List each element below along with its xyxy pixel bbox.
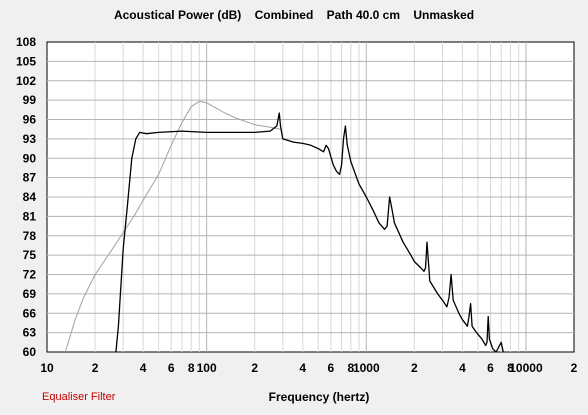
x-tick-label: 2 [571,361,578,375]
x-tick-label: 8 [507,361,514,375]
y-tick-label: 72 [23,268,37,282]
x-axis-label: Frequency (hertz) [268,390,370,404]
y-tick-label: 78 [23,229,37,243]
x-tick-label: 6 [168,361,175,375]
x-tick-label: 6 [487,361,494,375]
x-tick-label: 2 [92,361,99,375]
y-tick-label: 102 [16,74,36,88]
x-tick-label: 4 [299,361,306,375]
x-tick-label: 100 [197,361,217,375]
x-tick-label: 10000 [509,361,543,375]
reference-response-line [64,100,281,353]
y-tick-labels: 108 105 102 99 96 93 90 87 84 81 78 75 72 69 66 63 60 [16,35,36,359]
x-tick-label: 6 [328,361,335,375]
y-tick-label: 108 [16,35,36,49]
y-tick-label: 93 [23,132,37,146]
x-tick-label: 1000 [353,361,380,375]
y-tick-label: 66 [23,306,37,320]
x-tick-label: 2 [251,361,258,375]
combined-response-line [115,112,504,353]
x-tick-label: 2 [411,361,418,375]
grid-lines [47,42,574,352]
x-tick-label: 4 [140,361,147,375]
y-tick-label: 63 [23,326,37,340]
equaliser-filter-label[interactable]: Equaliser Filter [42,391,116,403]
x-tick-label: 4 [459,361,466,375]
chart-title: Acoustical Power (dB) Combined Path 40.0… [113,8,475,22]
y-tick-label: 81 [23,209,37,223]
y-tick-label: 99 [23,93,37,107]
y-tick-label: 84 [23,190,37,204]
x-tick-label: 8 [188,361,195,375]
series-lines [64,100,504,353]
y-tick-label: 75 [23,248,37,262]
y-tick-label: 90 [23,151,37,165]
x-tick-label: 8 [347,361,354,375]
y-tick-label: 87 [23,171,37,185]
y-tick-label: 105 [16,54,36,68]
y-tick-label: 60 [23,345,37,359]
x-tick-label: 10 [40,361,54,375]
y-tick-label: 96 [23,113,37,127]
y-tick-label: 69 [23,287,37,301]
